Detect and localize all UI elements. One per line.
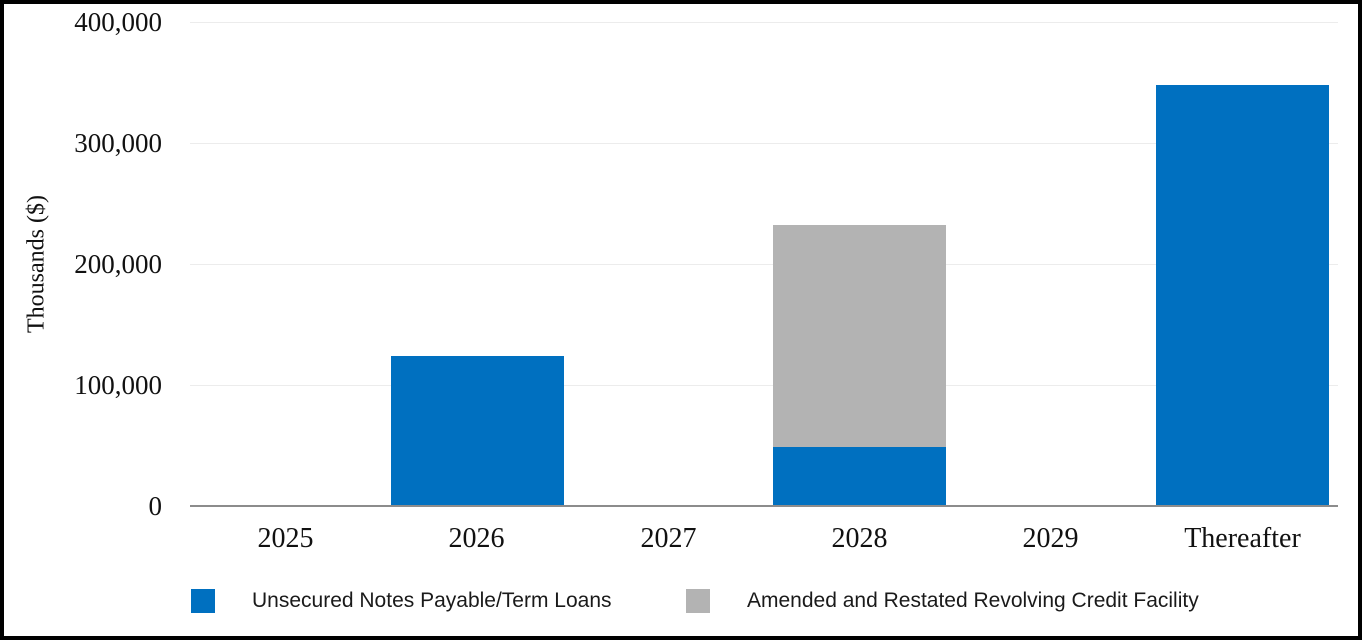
bar-segment [1156,84,1329,506]
x-tick-label: 2027 [640,523,697,554]
x-tick-label: 2029 [1022,523,1079,554]
y-tick-label: 300,000 [74,128,162,158]
legend-item-unsecured-notes: Unsecured Notes Payable/Term Loans [191,588,612,614]
x-tick-label: Thereafter [1184,523,1301,554]
bar-segment [773,225,946,448]
x-tick-label: 2026 [448,523,505,554]
plot-area [190,22,1338,507]
x-tick-label: 2028 [831,523,888,554]
bar-2026 [391,356,564,506]
legend-swatch-blue [191,589,215,613]
x-tick-label: 2025 [257,523,314,554]
bar-segment [391,356,564,506]
gridline [190,385,1338,386]
legend-item-revolving-credit: Amended and Restated Revolving Credit Fa… [686,588,1199,614]
y-tick-label: 0 [148,491,163,521]
legend-label: Unsecured Notes Payable/Term Loans [252,589,612,612]
bar-2028 [773,225,946,506]
legend-swatch-gray [686,589,710,613]
y-tick-label: 200,000 [74,249,162,279]
gridline [190,143,1338,144]
gridline [190,22,1338,23]
gridline [190,264,1338,265]
x-axis-line [190,505,1338,507]
bar-thereafter [1156,84,1329,506]
bar-segment [773,447,946,506]
legend-label: Amended and Restated Revolving Credit Fa… [747,589,1199,612]
y-tick-label: 400,000 [74,7,162,37]
y-tick-label: 100,000 [74,370,162,400]
